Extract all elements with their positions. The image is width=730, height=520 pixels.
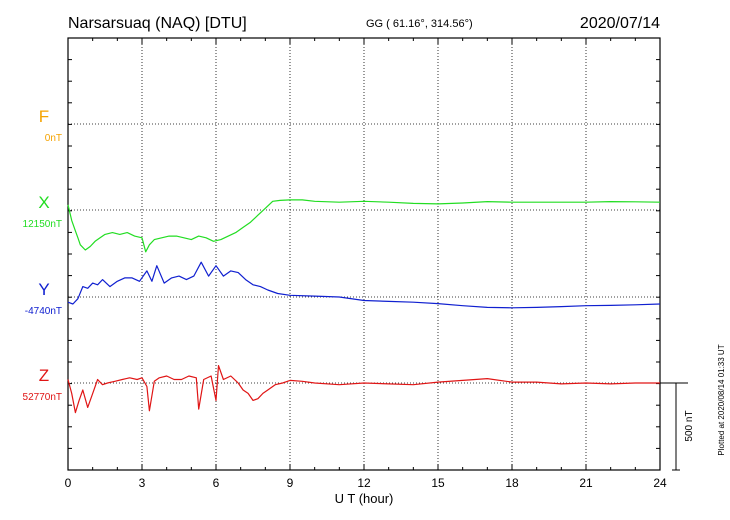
plotted-at-note: Plotted at 2020/08/14 01:33 UT	[717, 344, 726, 455]
station-title: Narsarsuaq (NAQ) [DTU]	[68, 15, 247, 32]
series-line-x	[67, 199, 661, 253]
x-tick-label: 0	[65, 476, 72, 490]
x-tick-label: 9	[287, 476, 294, 490]
x-tick-label: 6	[213, 476, 220, 490]
series-name-y: Y	[38, 280, 49, 299]
x-axis-label: U T (hour)	[335, 491, 394, 506]
x-tick-label: 24	[653, 476, 667, 490]
series-name-z: Z	[39, 366, 49, 385]
series-labels: F 0nT X 12150nT Y -4740nT Z 52770nT	[23, 107, 62, 403]
date-label: 2020/07/14	[580, 15, 660, 32]
scale-bar: 500 nT	[660, 382, 695, 471]
x-tick-label: 21	[579, 476, 593, 490]
series-line-z	[67, 365, 660, 414]
series-line-y	[67, 261, 661, 309]
series-baseline-f: 0nT	[45, 133, 62, 144]
axis-ticks	[67, 38, 661, 470]
scale-bar-label: 500 nT	[684, 410, 695, 441]
grid	[68, 38, 660, 470]
series-lines	[67, 199, 661, 414]
x-tick-label: 12	[357, 476, 371, 490]
series-baseline-z: 52770nT	[23, 392, 62, 403]
x-tick-label: 15	[431, 476, 445, 490]
series-name-x: X	[38, 193, 49, 212]
coordinates-label: GG ( 61.16°, 314.56°)	[366, 18, 473, 30]
x-tick-label: 3	[139, 476, 146, 490]
series-baseline-x: 12150nT	[23, 219, 62, 230]
x-tick-labels: 0 3 6 9 12 15 18 21 24	[65, 476, 667, 490]
series-baseline-y: -4740nT	[25, 306, 62, 317]
series-name-f: F	[39, 107, 49, 126]
x-tick-label: 18	[505, 476, 519, 490]
